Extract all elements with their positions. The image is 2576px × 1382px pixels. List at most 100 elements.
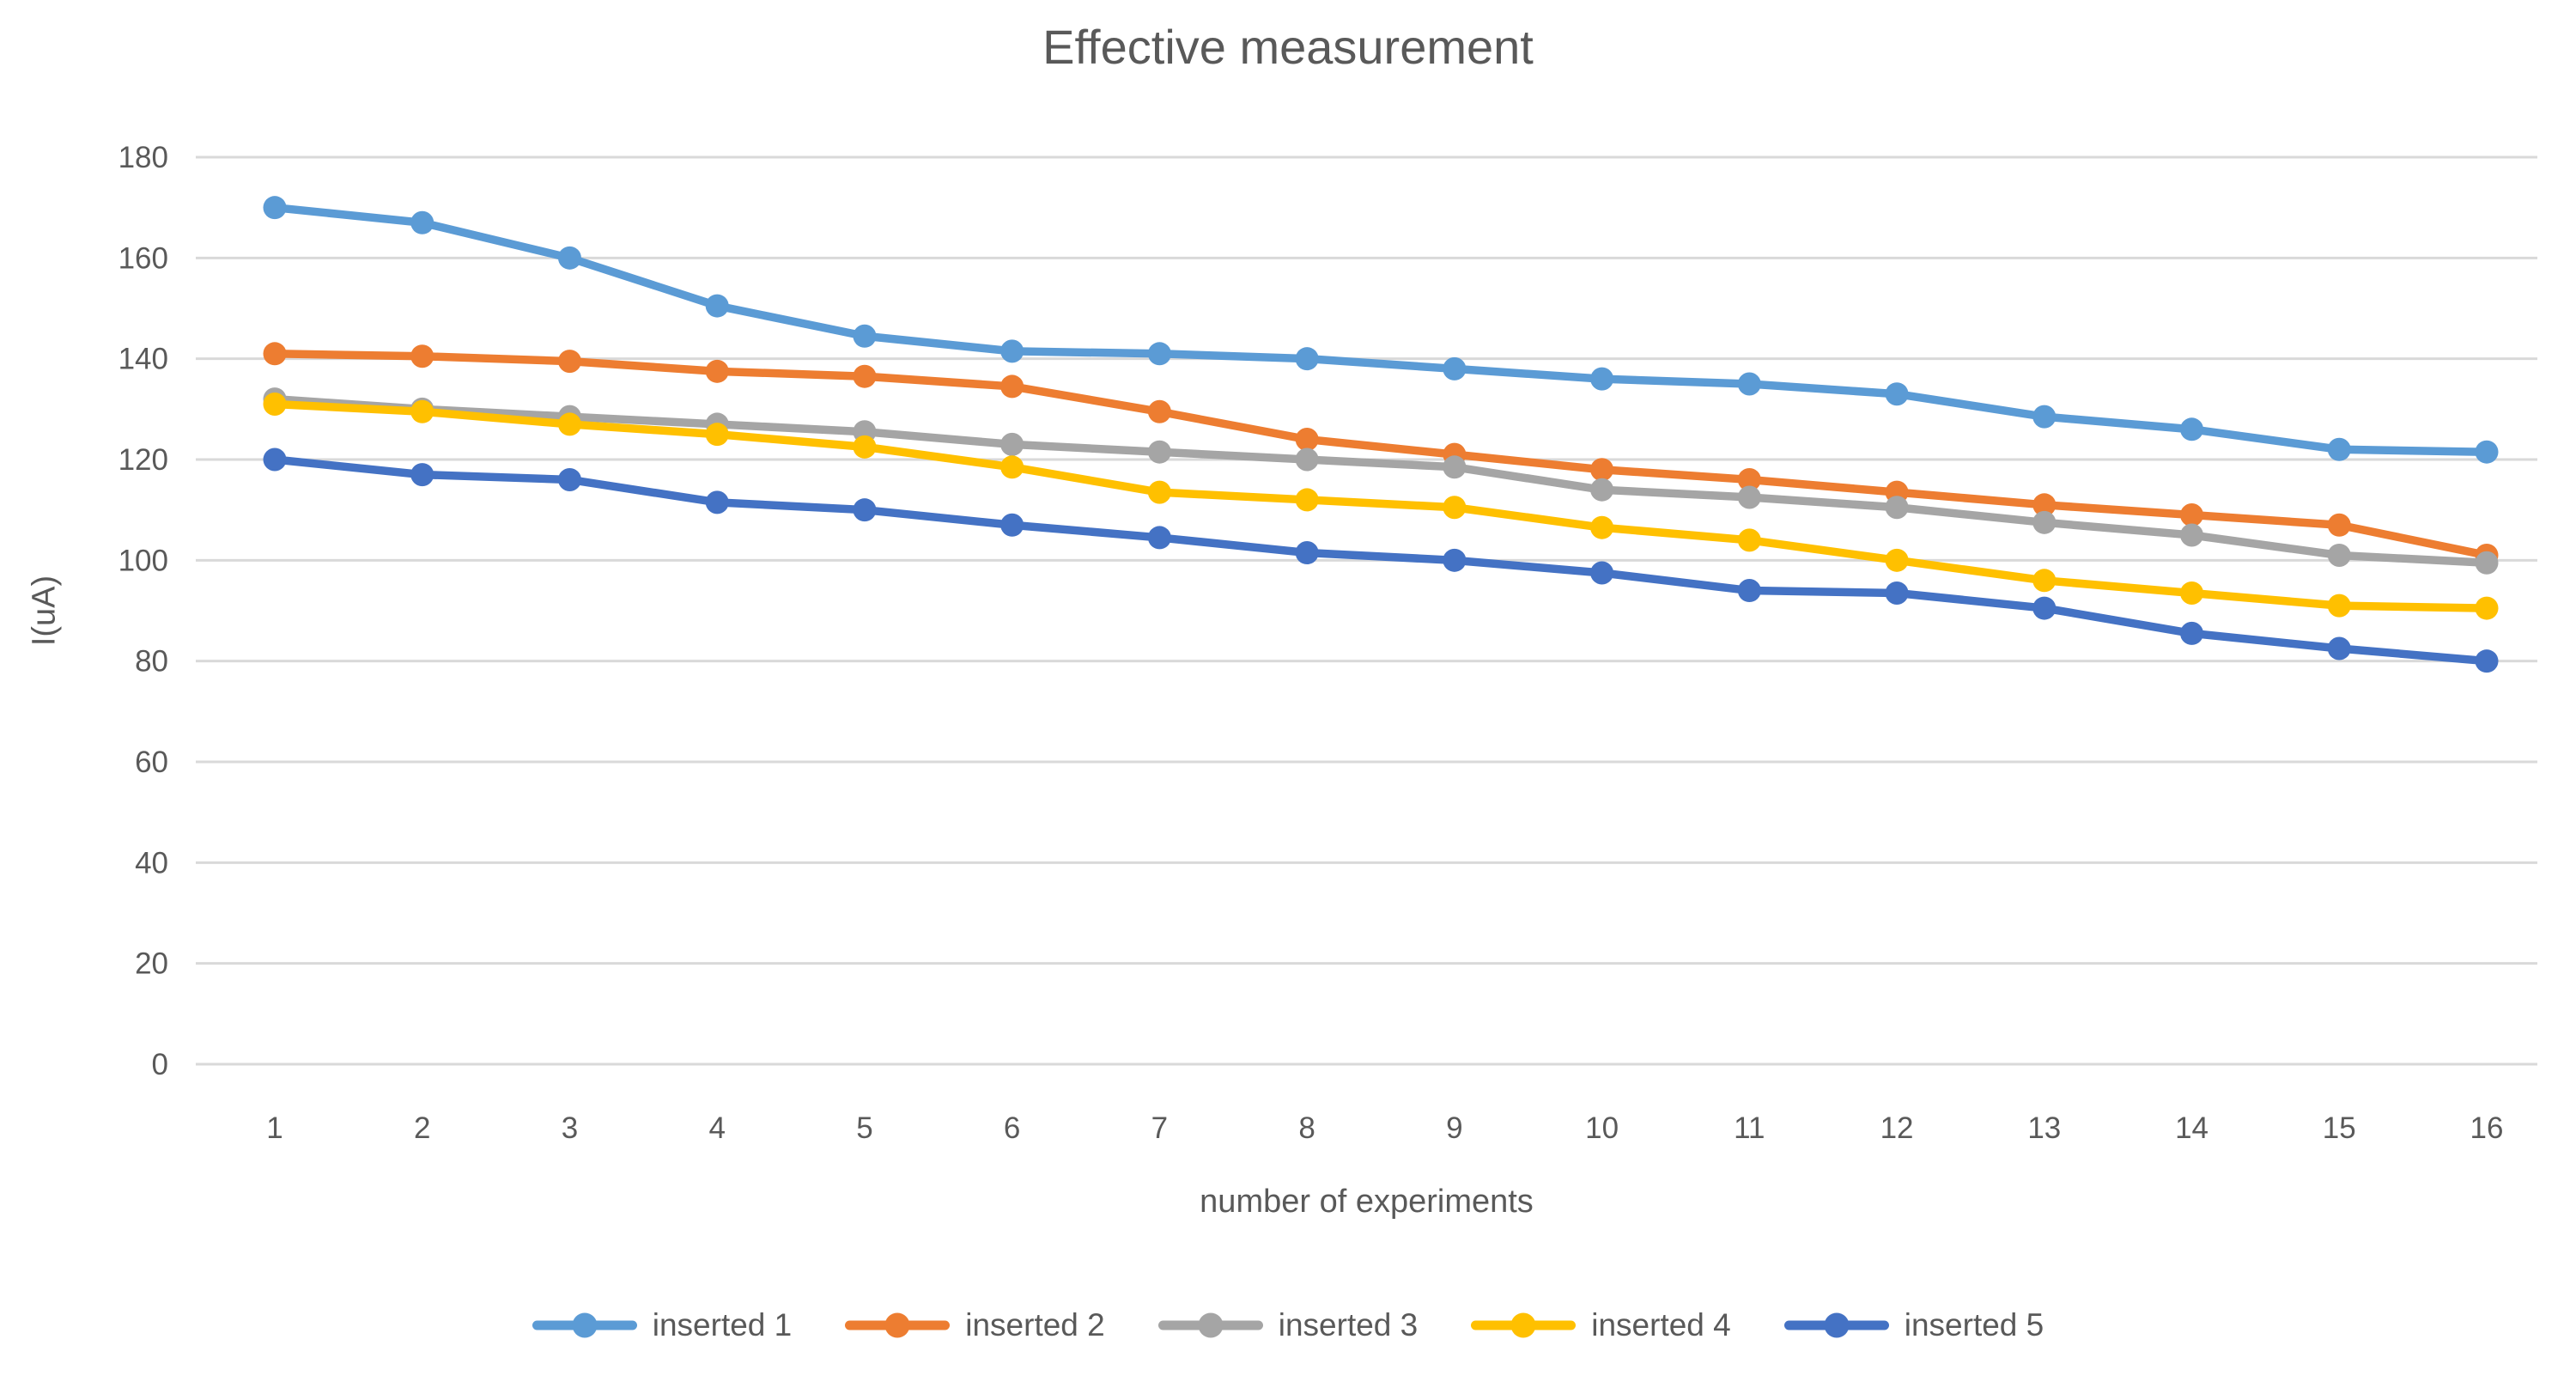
data-point-inserted-5-x3 bbox=[557, 467, 581, 491]
data-point-inserted-3-x16 bbox=[2475, 551, 2499, 575]
data-point-inserted-1-x2 bbox=[410, 210, 434, 234]
data-point-inserted-5-x12 bbox=[1885, 581, 1909, 605]
data-point-inserted-4-x15 bbox=[2327, 594, 2351, 618]
data-point-inserted-2-x4 bbox=[705, 359, 729, 383]
data-point-inserted-1-x11 bbox=[1737, 372, 1761, 396]
x-tick-label: 16 bbox=[2470, 1111, 2504, 1145]
data-point-inserted-5-x8 bbox=[1295, 541, 1319, 565]
data-point-inserted-1-x9 bbox=[1443, 356, 1467, 381]
x-tick-label: 11 bbox=[1734, 1111, 1765, 1145]
y-axis-title: I(uA) bbox=[26, 575, 63, 647]
data-point-inserted-3-x12 bbox=[1885, 496, 1909, 520]
data-point-inserted-1-x4 bbox=[705, 294, 729, 318]
x-axis-tick-labels: 1 2 3 4 5 6 7 8 9 10 11 12 13 14 15 16 bbox=[266, 1111, 2503, 1145]
data-point-inserted-5-x2 bbox=[410, 463, 434, 487]
y-tick-label: 20 bbox=[135, 947, 168, 981]
data-point-inserted-3-x9 bbox=[1443, 455, 1467, 479]
data-point-inserted-2-x7 bbox=[1147, 399, 1171, 423]
data-point-inserted-5-x7 bbox=[1147, 526, 1171, 550]
y-tick-label: 140 bbox=[118, 343, 168, 376]
data-point-inserted-3-x7 bbox=[1147, 440, 1171, 464]
data-point-inserted-3-x6 bbox=[1000, 432, 1024, 456]
x-tick-label: 9 bbox=[1446, 1111, 1462, 1145]
x-tick-label: 5 bbox=[856, 1111, 872, 1145]
data-point-inserted-4-x4 bbox=[705, 423, 729, 447]
legend: inserted 1 inserted 2 inserted 3 inserted 4… bbox=[0, 1307, 2576, 1343]
data-point-inserted-4-x2 bbox=[410, 399, 434, 423]
x-tick-label: 13 bbox=[2027, 1111, 2061, 1145]
data-point-inserted-2-x3 bbox=[557, 350, 581, 374]
x-axis-title: number of experiments bbox=[1200, 1184, 1534, 1220]
data-point-inserted-3-x8 bbox=[1295, 447, 1319, 472]
data-point-inserted-5-x14 bbox=[2180, 621, 2204, 645]
legend-marker-icon bbox=[845, 1312, 951, 1338]
x-tick-label: 8 bbox=[1298, 1111, 1315, 1145]
legend-label: inserted 2 bbox=[965, 1307, 1105, 1342]
data-point-inserted-2-x15 bbox=[2327, 513, 2351, 537]
data-point-inserted-4-x1 bbox=[263, 392, 287, 416]
legend-item-inserted-1: inserted 1 bbox=[532, 1307, 792, 1343]
x-tick-label: 4 bbox=[708, 1111, 725, 1145]
series-inserted-4 bbox=[263, 392, 2499, 620]
data-point-inserted-1-x12 bbox=[1885, 382, 1909, 406]
legend-item-inserted-2: inserted 2 bbox=[845, 1307, 1105, 1343]
y-tick-label: 60 bbox=[135, 746, 168, 779]
data-point-inserted-2-x6 bbox=[1000, 374, 1024, 399]
data-point-inserted-2-x14 bbox=[2180, 503, 2204, 527]
data-point-inserted-4-x8 bbox=[1295, 488, 1319, 512]
data-point-inserted-1-x16 bbox=[2475, 440, 2499, 464]
data-point-inserted-3-x15 bbox=[2327, 543, 2351, 567]
data-point-inserted-5-x1 bbox=[263, 447, 287, 472]
data-point-inserted-5-x10 bbox=[1590, 561, 1614, 585]
data-point-inserted-1-x13 bbox=[2032, 405, 2057, 429]
x-tick-label: 1 bbox=[266, 1111, 283, 1145]
y-tick-label: 180 bbox=[118, 141, 168, 174]
data-point-inserted-1-x10 bbox=[1590, 367, 1614, 391]
data-point-inserted-2-x13 bbox=[2032, 493, 2057, 517]
gridlines bbox=[196, 155, 2537, 1066]
legend-item-inserted-3: inserted 3 bbox=[1157, 1307, 1419, 1343]
x-tick-label: 3 bbox=[562, 1111, 578, 1145]
data-point-inserted-2-x11 bbox=[1737, 467, 1761, 491]
data-point-inserted-2-x5 bbox=[853, 364, 877, 388]
data-point-inserted-4-x13 bbox=[2032, 569, 2057, 593]
data-point-inserted-4-x11 bbox=[1737, 528, 1761, 552]
data-point-inserted-4-x12 bbox=[1885, 548, 1909, 572]
series-line-inserted-1 bbox=[270, 203, 2491, 456]
legend-marker-icon bbox=[1157, 1312, 1263, 1338]
data-point-inserted-5-x9 bbox=[1443, 548, 1467, 572]
data-point-inserted-3-x11 bbox=[1737, 485, 1761, 509]
y-tick-label: 0 bbox=[152, 1048, 168, 1081]
series-inserted-5 bbox=[263, 447, 2499, 673]
legend-item-inserted-4: inserted 4 bbox=[1471, 1307, 1731, 1343]
legend-label: inserted 3 bbox=[1278, 1307, 1419, 1342]
x-tick-label: 2 bbox=[414, 1111, 430, 1145]
data-point-inserted-3-x10 bbox=[1590, 478, 1614, 502]
data-point-inserted-1-x1 bbox=[263, 196, 287, 220]
x-tick-label: 14 bbox=[2175, 1111, 2208, 1145]
data-point-inserted-1-x14 bbox=[2180, 417, 2204, 441]
data-point-inserted-4-x5 bbox=[853, 435, 877, 459]
legend-item-inserted-5: inserted 5 bbox=[1783, 1307, 2044, 1343]
data-point-inserted-5-x5 bbox=[853, 498, 877, 522]
data-point-inserted-4-x7 bbox=[1147, 480, 1171, 504]
legend-label: inserted 5 bbox=[1904, 1307, 2044, 1342]
data-point-inserted-4-x9 bbox=[1443, 496, 1467, 520]
series-line-inserted-3 bbox=[270, 394, 2491, 568]
data-point-inserted-1-x6 bbox=[1000, 339, 1024, 363]
series-inserted-1 bbox=[263, 196, 2499, 464]
data-point-inserted-5-x11 bbox=[1737, 579, 1761, 603]
legend-marker-icon bbox=[1471, 1312, 1577, 1338]
data-point-inserted-4-x14 bbox=[2180, 581, 2204, 605]
data-point-inserted-2-x8 bbox=[1295, 428, 1319, 452]
series-line-inserted-2 bbox=[270, 350, 2491, 560]
x-tick-label: 12 bbox=[1880, 1111, 1914, 1145]
data-point-inserted-2-x10 bbox=[1590, 458, 1614, 482]
data-point-inserted-5-x13 bbox=[2032, 596, 2057, 620]
data-point-inserted-5-x4 bbox=[705, 490, 729, 514]
data-point-inserted-1-x7 bbox=[1147, 342, 1171, 366]
data-point-inserted-2-x2 bbox=[410, 344, 434, 368]
x-tick-label: 10 bbox=[1585, 1111, 1619, 1145]
